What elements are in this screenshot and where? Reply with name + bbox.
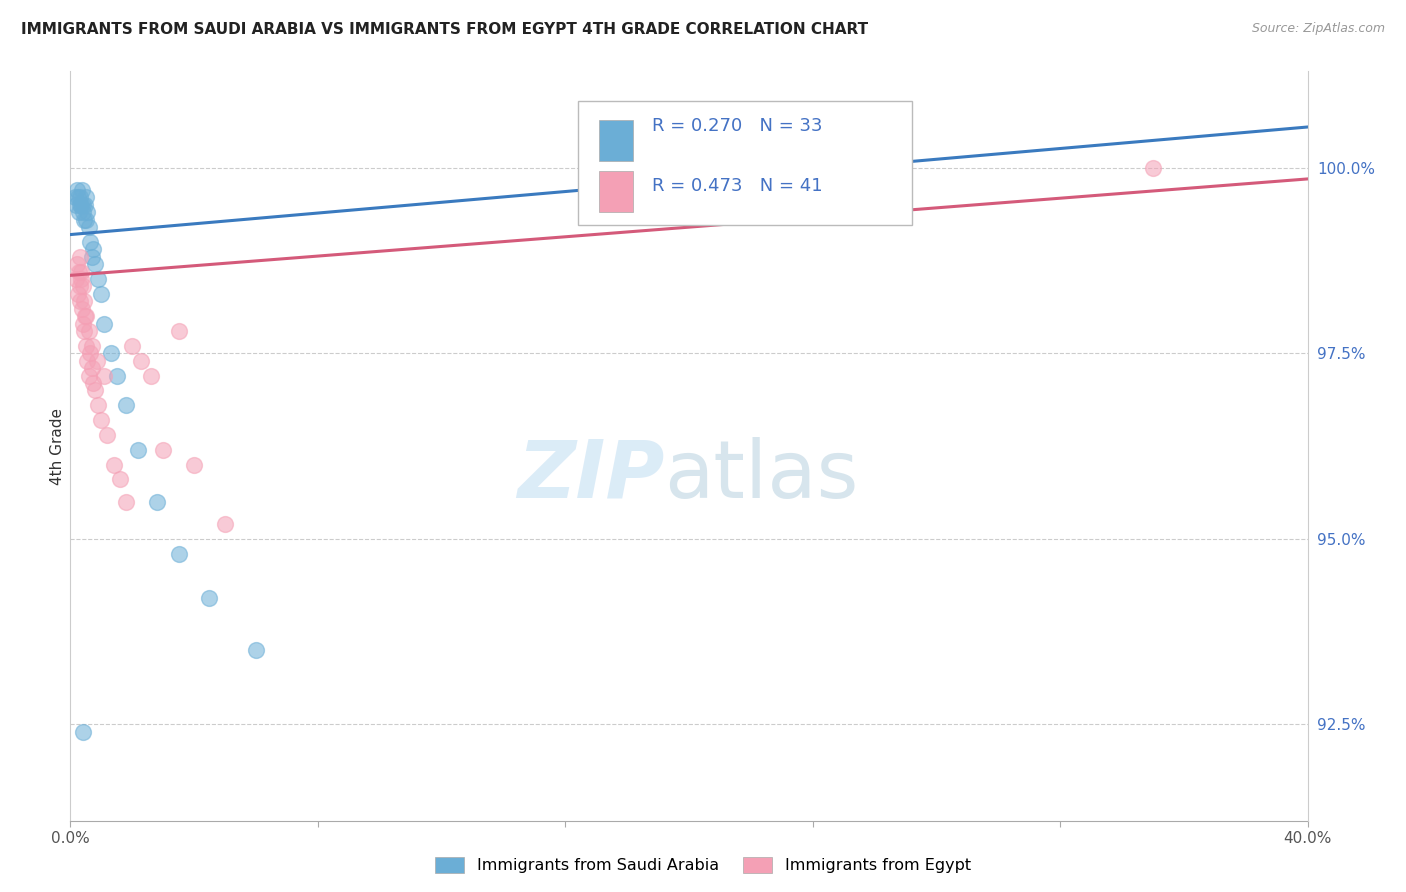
Point xyxy=(90,413,112,427)
Point xyxy=(73,212,96,227)
Point xyxy=(70,183,93,197)
Point xyxy=(72,279,94,293)
Point xyxy=(167,547,190,561)
Point xyxy=(152,442,174,457)
Point xyxy=(66,183,89,197)
Point xyxy=(115,398,138,412)
Point xyxy=(69,190,91,204)
Point xyxy=(87,398,110,412)
Point xyxy=(167,324,190,338)
Point xyxy=(84,257,107,271)
Point xyxy=(75,212,97,227)
Point xyxy=(84,384,107,398)
Point xyxy=(245,643,267,657)
Point xyxy=(72,317,94,331)
Point xyxy=(77,368,100,383)
Point xyxy=(65,272,87,286)
Y-axis label: 4th Grade: 4th Grade xyxy=(49,408,65,484)
Point xyxy=(80,339,103,353)
Point xyxy=(67,205,90,219)
Point xyxy=(72,198,94,212)
Point xyxy=(93,317,115,331)
Point xyxy=(139,368,162,383)
Point xyxy=(93,368,115,383)
Point xyxy=(79,346,101,360)
Point xyxy=(73,324,96,338)
Point xyxy=(96,428,118,442)
Point xyxy=(75,190,97,204)
Text: Source: ZipAtlas.com: Source: ZipAtlas.com xyxy=(1251,22,1385,36)
Point xyxy=(67,265,90,279)
Point xyxy=(90,287,112,301)
Point xyxy=(100,346,122,360)
FancyBboxPatch shape xyxy=(578,102,911,225)
Point xyxy=(183,458,205,472)
Point xyxy=(66,257,89,271)
Text: R = 0.270   N = 33: R = 0.270 N = 33 xyxy=(652,117,823,135)
Text: R = 0.473   N = 41: R = 0.473 N = 41 xyxy=(652,178,823,195)
Point xyxy=(80,361,103,376)
Point xyxy=(82,376,105,390)
Point xyxy=(80,250,103,264)
Point xyxy=(82,243,105,257)
Point xyxy=(77,324,100,338)
Point xyxy=(86,353,108,368)
Bar xyxy=(599,170,633,212)
Point xyxy=(70,265,93,279)
Point xyxy=(87,272,110,286)
Point xyxy=(146,494,169,508)
Point xyxy=(69,250,91,264)
Point xyxy=(70,272,93,286)
Text: ZIP: ZIP xyxy=(517,437,664,515)
Point xyxy=(121,339,143,353)
Point xyxy=(70,198,93,212)
Legend: Immigrants from Saudi Arabia, Immigrants from Egypt: Immigrants from Saudi Arabia, Immigrants… xyxy=(429,850,977,880)
Point xyxy=(79,235,101,249)
Point xyxy=(67,190,90,204)
Point xyxy=(69,294,91,309)
Point xyxy=(1142,161,1164,175)
Text: atlas: atlas xyxy=(664,437,859,515)
Point xyxy=(198,591,221,605)
Point xyxy=(72,724,94,739)
Point xyxy=(75,309,97,323)
Point xyxy=(115,494,138,508)
Point xyxy=(103,458,125,472)
Point xyxy=(127,442,149,457)
Point xyxy=(63,190,86,204)
Text: IMMIGRANTS FROM SAUDI ARABIA VS IMMIGRANTS FROM EGYPT 4TH GRADE CORRELATION CHAR: IMMIGRANTS FROM SAUDI ARABIA VS IMMIGRAN… xyxy=(21,22,869,37)
Point xyxy=(105,368,128,383)
Point xyxy=(75,339,97,353)
Point xyxy=(76,205,98,219)
Point xyxy=(69,279,91,293)
Point xyxy=(76,353,98,368)
Point xyxy=(70,301,93,316)
Point xyxy=(69,198,91,212)
Point xyxy=(72,205,94,219)
Point xyxy=(67,287,90,301)
Point xyxy=(75,309,97,323)
Point xyxy=(77,220,100,235)
Point xyxy=(214,516,236,531)
Point xyxy=(65,198,87,212)
Point xyxy=(75,198,97,212)
Point xyxy=(108,472,131,486)
Point xyxy=(73,294,96,309)
Point xyxy=(131,353,153,368)
Bar xyxy=(599,120,633,161)
